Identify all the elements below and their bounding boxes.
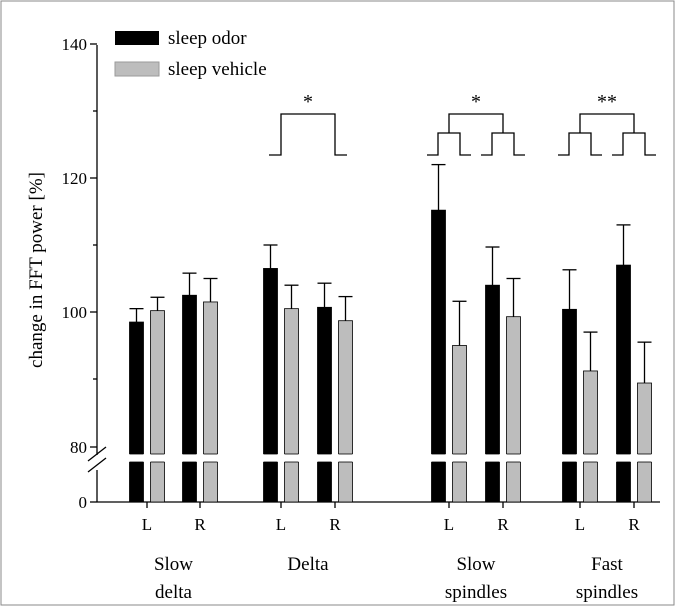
x-tick-label: L bbox=[142, 515, 152, 534]
bar-sleep-odor bbox=[263, 268, 278, 503]
group-label-line2: spindles bbox=[576, 582, 638, 603]
significance-star: * bbox=[303, 91, 313, 113]
axis-break-mark-lower bbox=[87, 457, 107, 473]
bars bbox=[117, 163, 657, 503]
y-tick-label: 80 bbox=[70, 438, 87, 457]
significance-brackets: * * ** bbox=[269, 91, 656, 156]
x-tick-label: R bbox=[194, 515, 206, 534]
significance-bracket bbox=[448, 113, 504, 133]
significance-sub-bracket bbox=[427, 132, 471, 156]
bar-sleep-vehicle bbox=[452, 345, 467, 503]
bar-sleep-odor bbox=[431, 209, 446, 503]
axis-break-gap bbox=[117, 454, 657, 462]
bar-sleep-vehicle bbox=[583, 370, 598, 503]
significance-sub-bracket bbox=[612, 132, 656, 156]
legend-label-odor: sleep odor bbox=[168, 28, 247, 49]
bar-sleep-odor bbox=[562, 308, 577, 503]
bar-sleep-vehicle bbox=[284, 308, 299, 503]
bar-sleep-vehicle bbox=[338, 320, 353, 503]
significance-bracket bbox=[269, 113, 347, 156]
bar-sleep-odor bbox=[182, 294, 197, 503]
y-tick-label: 120 bbox=[62, 169, 88, 188]
axis-break-mark-upper bbox=[87, 446, 107, 462]
y-tick-label: 140 bbox=[62, 35, 88, 54]
bar-sleep-odor bbox=[317, 306, 332, 503]
bar-sleep-vehicle bbox=[150, 310, 165, 503]
x-axis-labels: L R Slow delta L R Delta L R Slow spindles L R Fast sp… bbox=[142, 515, 641, 603]
bar-sleep-vehicle bbox=[506, 316, 521, 503]
x-tick-label: R bbox=[628, 515, 640, 534]
legend: sleep odor sleep vehicle bbox=[114, 28, 267, 80]
legend-swatch-vehicle bbox=[114, 61, 160, 77]
x-tick-label: L bbox=[575, 515, 585, 534]
group-label-line1: Slow bbox=[154, 554, 193, 575]
x-tick-label: R bbox=[329, 515, 341, 534]
bar-sleep-odor bbox=[485, 284, 500, 503]
significance-star: * bbox=[471, 91, 481, 113]
bar-sleep-vehicle bbox=[203, 301, 218, 503]
bar-sleep-odor bbox=[616, 264, 631, 503]
x-tick-label: R bbox=[497, 515, 509, 534]
legend-label-vehicle: sleep vehicle bbox=[168, 59, 267, 80]
x-tick-label: L bbox=[444, 515, 454, 534]
legend-swatch-odor bbox=[115, 31, 159, 45]
bar-sleep-odor bbox=[129, 321, 144, 503]
group-label-line1: Slow bbox=[456, 554, 495, 575]
significance-sub-bracket bbox=[481, 132, 525, 156]
significance-star: ** bbox=[597, 91, 617, 113]
group-label-line1: Delta bbox=[287, 554, 329, 575]
significance-bracket bbox=[579, 113, 635, 133]
x-tick-label: L bbox=[276, 515, 286, 534]
group-label-line1: Fast bbox=[591, 554, 623, 575]
group-label-line2: delta bbox=[155, 582, 192, 603]
y-tick-label: 0 bbox=[79, 493, 88, 512]
group-label-line2: spindles bbox=[445, 582, 507, 603]
y-tick-label: 100 bbox=[62, 303, 88, 322]
bar-sleep-vehicle bbox=[637, 382, 652, 503]
significance-sub-bracket bbox=[558, 132, 602, 156]
y-axis-label: change in FFT power [%] bbox=[26, 172, 47, 368]
